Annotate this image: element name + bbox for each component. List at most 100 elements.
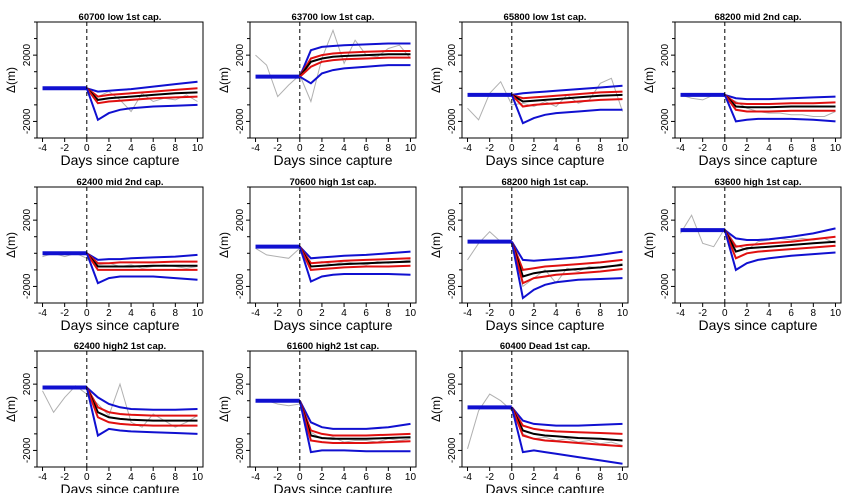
observed-series-line (467, 393, 623, 449)
x-axis-label: Days since capture (485, 152, 604, 168)
inner-upper-line (510, 406, 623, 435)
outer-lower-line (510, 94, 623, 125)
x-tick-label: -4 (251, 472, 260, 483)
x-tick-label: -2 (60, 143, 69, 154)
median-line (724, 94, 836, 109)
x-tick-label: -4 (463, 308, 472, 319)
x-tick-label: 10 (617, 143, 629, 154)
inner-upper-line (85, 387, 198, 417)
outer-upper-line (298, 42, 411, 78)
x-tick-label: 2 (744, 143, 750, 154)
y-axis-label: Δ(m) (217, 396, 231, 422)
x-tick-label: 6 (150, 143, 156, 154)
median-line (85, 387, 198, 422)
inner-lower-line (723, 229, 836, 260)
y-axis-label: Δ(m) (4, 232, 18, 258)
median-line (510, 406, 623, 442)
plot-frame (36, 21, 204, 139)
x-axis-label: Days since capture (273, 481, 392, 493)
inner-upper-line (86, 87, 198, 98)
x-tick-label: -2 (485, 143, 494, 154)
chart-title: 68200 mid 2nd cap. (714, 12, 801, 23)
plot-frame (674, 186, 842, 304)
x-tick-label: 10 (405, 472, 417, 483)
y-tick-label: -2000 (22, 437, 33, 463)
chart-title: 62400 mid 2nd cap. (76, 177, 163, 188)
x-tick-label: 6 (788, 308, 794, 319)
chart-title: 65800 low 1st cap. (504, 12, 587, 23)
chart-panel: 68200 high 1st cap. -2000 2000 -4 -2 0 2 4 6 8 10 D… (429, 177, 629, 333)
x-tick-label: 6 (575, 472, 581, 483)
x-tick-label: 2 (106, 472, 112, 483)
y-tick-label: 2000 (660, 209, 671, 232)
inner-lower-line (85, 252, 198, 271)
y-axis-label: Δ(m) (217, 232, 231, 258)
x-tick-label: 2 (531, 472, 537, 483)
median-line (723, 229, 836, 253)
inner-upper-line (511, 90, 623, 100)
x-tick-label: 8 (386, 308, 392, 319)
y-axis-label: Δ(m) (429, 67, 443, 93)
outer-lower-line (298, 246, 411, 283)
chart-panel: 62400 high2 1st cap. -2000 2000 -4 -2 0 2 4 6 8 10… (4, 341, 204, 493)
x-tick-label: 0 (84, 143, 90, 154)
x-tick-label: 0 (509, 143, 515, 154)
x-tick-label: 4 (341, 472, 347, 483)
inner-upper-line (298, 50, 411, 78)
x-tick-label: 6 (150, 472, 156, 483)
y-axis-label: Δ(m) (4, 67, 18, 93)
chart-panel: 68200 mid 2nd cap. -2000 2000 -4 -2 0 2 4 6 8 10 Da… (642, 12, 842, 168)
inner-lower-line (510, 241, 623, 285)
outer-upper-line (86, 80, 198, 93)
x-tick-label: 10 (405, 308, 417, 319)
x-tick-label: -2 (60, 472, 69, 483)
y-axis-label: Δ(m) (4, 396, 18, 422)
x-tick-label: 2 (319, 308, 325, 319)
inner-lower-line (85, 387, 198, 427)
y-tick-label: -2000 (447, 437, 458, 463)
outer-lower-line (85, 252, 198, 285)
y-tick-label: 2000 (660, 44, 671, 67)
y-tick-label: 2000 (447, 373, 458, 396)
y-tick-label: 2000 (235, 209, 246, 232)
median-line (298, 246, 411, 268)
inner-upper-line (724, 94, 836, 105)
x-tick-label: 8 (598, 143, 604, 154)
x-tick-label: 6 (575, 143, 581, 154)
inner-upper-line (298, 400, 411, 437)
y-axis-label: Δ(m) (642, 67, 656, 93)
outer-upper-line (511, 84, 623, 96)
x-tick-label: 10 (192, 308, 204, 319)
x-tick-label: 10 (617, 308, 629, 319)
x-tick-label: 0 (509, 308, 515, 319)
x-tick-label: 4 (128, 143, 134, 154)
x-axis-label: Days since capture (60, 152, 179, 168)
x-tick-label: 0 (297, 308, 303, 319)
x-axis-label: Days since capture (485, 317, 604, 333)
y-tick-label: -2000 (447, 108, 458, 134)
y-tick-label: -2000 (447, 273, 458, 299)
x-tick-label: 0 (509, 472, 515, 483)
x-tick-label: -2 (485, 472, 494, 483)
y-tick-label: 2000 (22, 44, 33, 67)
x-tick-label: -2 (273, 143, 282, 154)
outer-upper-line (298, 400, 411, 430)
x-tick-label: 8 (173, 308, 179, 319)
outer-upper-line (86, 386, 198, 411)
y-axis-label: Δ(m) (429, 396, 443, 422)
median-line (511, 93, 623, 103)
x-tick-label: 4 (553, 143, 559, 154)
y-tick-label: -2000 (235, 273, 246, 299)
plot-frame (249, 21, 417, 139)
inner-upper-line (86, 252, 198, 265)
y-tick-label: -2000 (22, 108, 33, 134)
x-tick-label: 2 (319, 143, 325, 154)
x-tick-label: 2 (106, 308, 112, 319)
plot-frame (36, 350, 204, 468)
x-axis-label: Days since capture (485, 481, 604, 493)
x-axis-label: Days since capture (60, 317, 179, 333)
median-line (298, 400, 411, 440)
inner-lower-line (299, 56, 411, 78)
chart-panel: 63700 low 1st cap. -2000 2000 -4 -2 0 2 4 6 8 10 Da… (217, 12, 417, 168)
